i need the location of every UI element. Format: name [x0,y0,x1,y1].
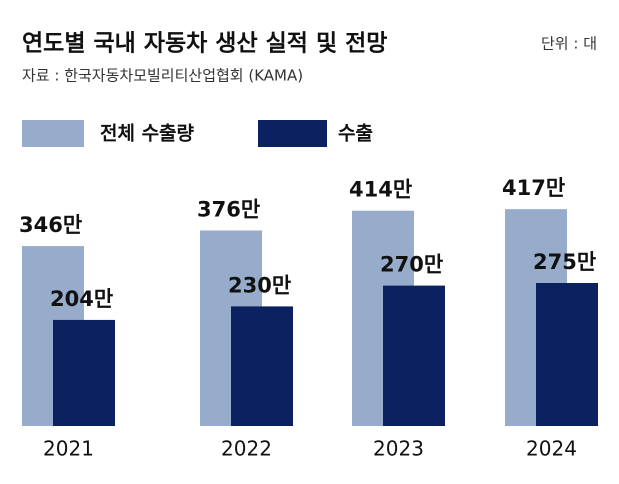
value-label: 417만 [502,176,565,200]
legend-label: 수출 [338,123,373,145]
x-tick-label: 2021 [43,437,94,461]
x-tick-label: 2023 [373,437,424,461]
bar [53,319,115,426]
value-label: 346만 [19,213,82,237]
bar [231,306,293,426]
x-tick-label: 2022 [221,437,272,461]
unit-label: 단위 : 대 [541,35,597,53]
bar [383,285,445,426]
x-tick-label: 2024 [526,437,577,461]
bar [536,283,598,426]
value-label: 270만 [380,253,443,277]
value-label: 414만 [349,178,412,202]
legend-label: 전체 수출량 [100,123,195,145]
legend-swatch [258,120,327,147]
legend-swatch [22,120,84,147]
chart-title: 연도별 국내 자동차 생산 실적 및 전망 [22,31,387,57]
value-label: 204만 [50,287,113,311]
chart-subtitle: 자료 : 한국자동차모빌리티산업협회 (KAMA) [22,67,303,85]
value-label: 376만 [197,197,260,221]
value-label: 275만 [533,250,596,274]
value-label: 230만 [228,273,291,297]
